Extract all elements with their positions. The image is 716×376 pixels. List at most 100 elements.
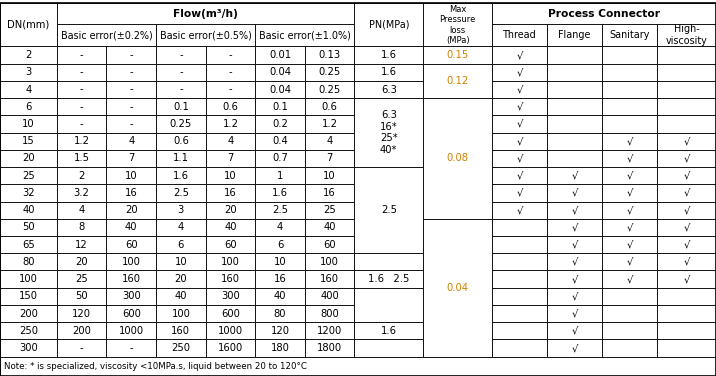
Bar: [423, 150, 492, 167]
Text: 0.08: 0.08: [447, 153, 468, 164]
Text: √: √: [626, 222, 633, 232]
Text: √: √: [571, 257, 578, 267]
Text: √: √: [516, 85, 523, 94]
Bar: [205, 305, 255, 322]
Text: PN(MPa): PN(MPa): [369, 20, 409, 30]
Bar: [57, 64, 107, 81]
Bar: [423, 270, 492, 288]
Bar: [547, 253, 602, 270]
Bar: [354, 47, 423, 64]
Bar: [107, 184, 156, 202]
Text: -: -: [179, 50, 183, 60]
Bar: [305, 202, 354, 219]
Text: -: -: [130, 343, 133, 353]
Text: 4: 4: [227, 136, 233, 146]
Text: 160: 160: [122, 274, 141, 284]
Bar: [107, 81, 156, 98]
Bar: [156, 81, 205, 98]
Text: √: √: [684, 240, 690, 250]
Bar: [156, 340, 205, 356]
Text: 3: 3: [178, 205, 184, 215]
Text: √: √: [516, 205, 523, 215]
Text: √: √: [571, 326, 578, 336]
Bar: [107, 98, 156, 115]
Bar: [657, 98, 716, 115]
Bar: [602, 24, 657, 47]
Bar: [255, 64, 305, 81]
Text: √: √: [571, 205, 578, 215]
Text: 300: 300: [221, 291, 240, 301]
Bar: [354, 253, 423, 270]
Bar: [423, 202, 492, 219]
Text: 16: 16: [323, 188, 336, 198]
Bar: [547, 184, 602, 202]
Text: 16: 16: [125, 188, 137, 198]
Text: 0.6: 0.6: [321, 102, 337, 112]
Text: √: √: [516, 102, 523, 112]
Bar: [255, 167, 305, 184]
Bar: [156, 219, 205, 236]
Text: 250: 250: [171, 343, 190, 353]
Text: 80: 80: [22, 257, 34, 267]
Bar: [547, 202, 602, 219]
Bar: [657, 64, 716, 81]
Bar: [107, 253, 156, 270]
Bar: [255, 150, 305, 167]
Bar: [205, 219, 255, 236]
Text: 40: 40: [274, 291, 286, 301]
Bar: [354, 288, 423, 322]
Bar: [354, 167, 423, 184]
Text: 1.2: 1.2: [223, 119, 238, 129]
Bar: [423, 322, 492, 340]
Bar: [255, 322, 305, 340]
Text: 20: 20: [224, 205, 237, 215]
Bar: [602, 305, 657, 322]
Text: 0.04: 0.04: [447, 283, 468, 293]
Bar: [305, 47, 354, 64]
Bar: [423, 115, 492, 133]
Bar: [354, 288, 423, 305]
Bar: [657, 305, 716, 322]
Bar: [156, 184, 205, 202]
Bar: [305, 98, 354, 115]
Bar: [255, 202, 305, 219]
Text: 20: 20: [175, 274, 187, 284]
Bar: [657, 115, 716, 133]
Bar: [156, 288, 205, 305]
Bar: [57, 202, 107, 219]
Bar: [57, 115, 107, 133]
Bar: [255, 305, 305, 322]
Bar: [602, 219, 657, 236]
Text: 7: 7: [128, 153, 135, 164]
Text: 300: 300: [122, 291, 140, 301]
Bar: [305, 64, 354, 81]
Bar: [205, 253, 255, 270]
Bar: [492, 184, 547, 202]
Text: 100: 100: [122, 257, 141, 267]
Bar: [423, 98, 492, 115]
Bar: [547, 288, 602, 305]
Text: -: -: [80, 85, 84, 94]
Bar: [57, 184, 107, 202]
Bar: [255, 340, 305, 356]
Text: 4: 4: [277, 222, 283, 232]
Bar: [547, 167, 602, 184]
Bar: [602, 64, 657, 81]
Text: 300: 300: [19, 343, 38, 353]
Text: 16: 16: [224, 188, 237, 198]
Text: 0.6: 0.6: [223, 102, 238, 112]
Text: 2: 2: [25, 50, 32, 60]
Text: 0.12: 0.12: [447, 76, 469, 86]
Text: 600: 600: [221, 309, 240, 318]
Text: √: √: [626, 171, 633, 181]
Bar: [205, 115, 255, 133]
Bar: [354, 81, 423, 98]
Bar: [547, 24, 602, 47]
Bar: [205, 270, 255, 288]
Text: 16: 16: [274, 274, 286, 284]
Bar: [423, 3, 492, 47]
Bar: [255, 219, 305, 236]
Bar: [492, 64, 547, 81]
Text: 3.2: 3.2: [74, 188, 90, 198]
Bar: [354, 81, 423, 98]
